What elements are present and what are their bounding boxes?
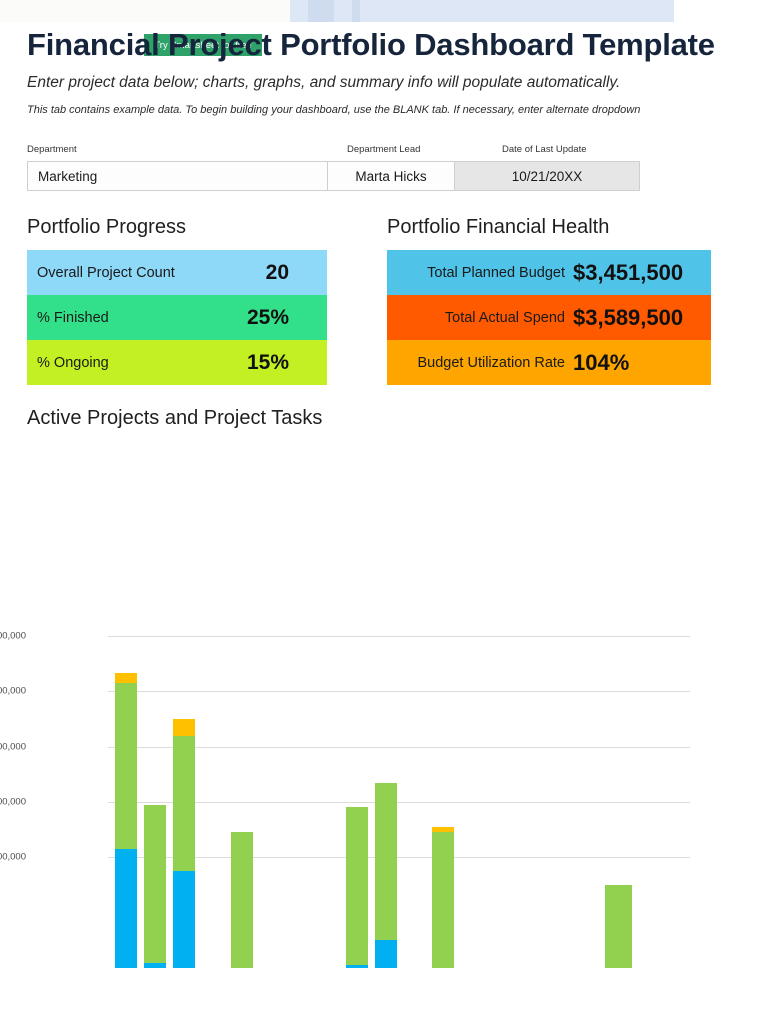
chart-bar-segment-green bbox=[144, 805, 166, 964]
chart-y-axis-tick-label: $800,000 bbox=[0, 741, 26, 753]
portfolio-progress-row: % Ongoing 15% bbox=[27, 340, 327, 385]
active-projects-chart: $1,200,000 $1,000,000 $800,000 $600,000 $400… bbox=[0, 600, 768, 1000]
chart-y-axis-tick-label: $400,000 bbox=[0, 851, 26, 863]
financial-health-value: $3,451,500 bbox=[573, 259, 684, 285]
chart-bar-segment-green bbox=[173, 735, 195, 872]
chart-bar-segment-green bbox=[605, 885, 632, 968]
chart-bar-segment-blue bbox=[346, 964, 368, 968]
chart-gridline bbox=[108, 636, 690, 637]
portfolio-progress-row: Overall Project Count 20 bbox=[27, 250, 327, 295]
chart-bar-segment-green bbox=[115, 683, 137, 850]
chart-gridline bbox=[108, 802, 690, 803]
chart-bar-segment-orange bbox=[432, 826, 454, 833]
date-of-last-update-field[interactable]: 10/21/20XX bbox=[455, 162, 639, 190]
chart-bar-segment-orange bbox=[115, 673, 137, 684]
chart-bar[interactable] bbox=[231, 832, 253, 968]
chart-plot-area: $1,200,000 $1,000,000 $800,000 $600,000 $400… bbox=[0, 631, 690, 968]
info-table-row: Marketing Marta Hicks 10/21/20XX bbox=[27, 161, 640, 191]
chart-bar-segment-blue bbox=[144, 963, 166, 968]
chart-bar-segment-green bbox=[432, 832, 454, 968]
financial-health-row: Total Planned Budget $3,451,500 bbox=[387, 250, 711, 295]
portfolio-progress-row: % Finished 25% bbox=[27, 295, 327, 340]
portfolio-progress-card-group: Overall Project Count 20 % Finished 25% % On… bbox=[27, 250, 327, 385]
chart-bar[interactable] bbox=[144, 805, 166, 968]
promo-graphic-spacer bbox=[674, 0, 768, 22]
chart-bar-segment-green bbox=[346, 807, 368, 965]
portfolio-financial-health-card-group: Total Planned Budget $3,451,500 Total Actu… bbox=[387, 250, 711, 385]
portfolio-progress-value: 15% bbox=[246, 350, 289, 374]
try-smartsheet-button[interactable]: Try Smartsheet for free bbox=[144, 34, 262, 56]
department-field[interactable]: Marketing bbox=[28, 162, 328, 190]
chart-y-axis-tick-label: $1,000,000 bbox=[0, 685, 26, 697]
page-subtitle: Enter project data below; charts, graphs… bbox=[27, 74, 621, 91]
portfolio-progress-value: 20 bbox=[265, 260, 289, 284]
financial-health-value: $3,589,500 bbox=[573, 304, 684, 330]
chart-bar-segment-blue bbox=[173, 871, 195, 968]
chart-bar[interactable] bbox=[605, 885, 632, 968]
chart-bar-segment-blue bbox=[375, 940, 397, 968]
portfolio-progress-label: Overall Project Count bbox=[37, 264, 175, 281]
info-table-header: Department Department Lead Date of Last … bbox=[27, 144, 640, 158]
portfolio-financial-health-title: Portfolio Financial Health bbox=[387, 216, 610, 238]
chart-bar[interactable] bbox=[115, 673, 137, 968]
chart-bar[interactable] bbox=[432, 826, 454, 968]
promo-text: Smartsheet can help you better plan, tra… bbox=[0, 0, 290, 22]
portfolio-progress-value: 25% bbox=[246, 305, 289, 329]
chart-gridline bbox=[108, 691, 690, 693]
financial-health-row: Total Actual Spend $3,589,500 bbox=[387, 295, 711, 340]
chart-y-axis-tick-label: $1,200,000 bbox=[0, 630, 26, 642]
chart-bar-segment-green bbox=[375, 782, 397, 941]
promo-graphic bbox=[290, 0, 768, 22]
chart-bar[interactable] bbox=[173, 719, 195, 968]
portfolio-progress-title: Portfolio Progress bbox=[27, 216, 186, 238]
department-lead-field[interactable]: Marta Hicks bbox=[328, 162, 455, 190]
chart-title: Active Projects and Project Tasks bbox=[27, 407, 323, 429]
chart-bar-segment-green bbox=[231, 832, 253, 968]
chart-y-axis-tick-label: $600,000 bbox=[0, 796, 26, 808]
financial-health-row: Budget Utilization Rate 104% bbox=[387, 340, 711, 385]
portfolio-progress-label: % Finished bbox=[37, 309, 109, 326]
chart-gridline bbox=[108, 857, 690, 859]
portfolio-progress-label: % Ongoing bbox=[37, 354, 109, 371]
chart-bar-segment-blue bbox=[115, 849, 137, 968]
chart-bar-segment-orange bbox=[173, 719, 195, 736]
financial-health-value: 104% bbox=[573, 349, 630, 375]
promo-banner: Smartsheet can help you better plan, tra… bbox=[0, 0, 768, 22]
chart-gridline bbox=[108, 746, 690, 748]
chart-bar[interactable] bbox=[375, 782, 397, 968]
column-header-date-of-last-update: Date of Last Update bbox=[502, 144, 587, 155]
chart-bar[interactable] bbox=[346, 807, 368, 968]
page-title: Financial Project Portfolio Dashboard Te… bbox=[27, 27, 715, 62]
financial-health-label: Budget Utilization Rate bbox=[417, 354, 566, 371]
financial-health-label: Total Planned Budget bbox=[427, 264, 565, 281]
financial-health-label: Total Actual Spend bbox=[444, 309, 565, 326]
column-header-department: Department bbox=[27, 144, 77, 155]
page-note: This tab contains example data. To begin… bbox=[27, 104, 641, 116]
column-header-department-lead: Department Lead bbox=[347, 144, 421, 155]
